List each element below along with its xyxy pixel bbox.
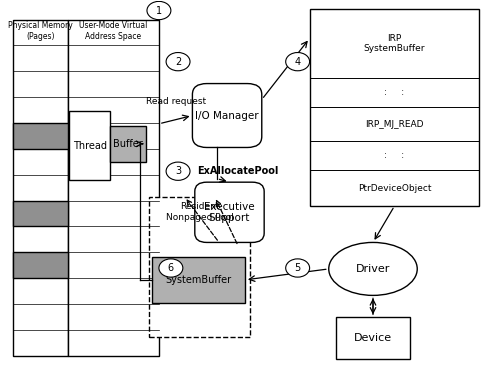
Ellipse shape bbox=[329, 243, 417, 296]
Text: User-Mode Virtual
Address Space: User-Mode Virtual Address Space bbox=[79, 21, 148, 41]
Bar bbox=[13, 201, 68, 226]
Bar bbox=[68, 20, 159, 355]
Circle shape bbox=[166, 53, 190, 71]
Text: 6: 6 bbox=[168, 263, 174, 273]
Circle shape bbox=[285, 53, 309, 71]
Text: Device: Device bbox=[354, 333, 392, 343]
Bar bbox=[110, 125, 146, 162]
Text: PtrDeviceObject: PtrDeviceObject bbox=[358, 184, 431, 193]
FancyBboxPatch shape bbox=[192, 84, 262, 148]
Text: :     :: : : bbox=[385, 88, 405, 97]
Text: :     :: : : bbox=[385, 151, 405, 160]
Text: 3: 3 bbox=[175, 166, 181, 176]
Text: Buffer: Buffer bbox=[113, 139, 143, 149]
Text: IRP_MJ_READ: IRP_MJ_READ bbox=[366, 120, 424, 128]
Bar bbox=[13, 20, 68, 355]
Circle shape bbox=[285, 259, 309, 277]
Text: I/O Manager: I/O Manager bbox=[195, 110, 259, 121]
Text: Resident
Nonpaged Pool: Resident Nonpaged Pool bbox=[165, 202, 234, 222]
Text: 5: 5 bbox=[295, 263, 301, 273]
Text: 4: 4 bbox=[295, 57, 301, 67]
Bar bbox=[336, 317, 410, 359]
Text: ExAllocatePool: ExAllocatePool bbox=[197, 166, 279, 176]
FancyBboxPatch shape bbox=[195, 182, 264, 243]
Text: IRP
SystemBuffer: IRP SystemBuffer bbox=[364, 33, 425, 53]
Bar bbox=[149, 197, 250, 337]
Circle shape bbox=[166, 162, 190, 180]
Bar bbox=[13, 252, 68, 278]
Bar bbox=[309, 9, 479, 206]
Text: Driver: Driver bbox=[356, 264, 390, 274]
Bar bbox=[69, 111, 110, 180]
Circle shape bbox=[159, 259, 183, 277]
Text: 2: 2 bbox=[175, 57, 181, 67]
Text: Executive
Support: Executive Support bbox=[204, 202, 255, 223]
Text: Physical Memory
(Pages): Physical Memory (Pages) bbox=[8, 21, 73, 41]
Circle shape bbox=[147, 1, 171, 20]
Text: Thread: Thread bbox=[73, 141, 107, 151]
Bar bbox=[13, 123, 68, 149]
Text: SystemBuffer: SystemBuffer bbox=[165, 275, 231, 285]
Bar bbox=[152, 257, 245, 303]
Text: 1: 1 bbox=[156, 6, 162, 15]
Text: Read request: Read request bbox=[145, 98, 206, 106]
